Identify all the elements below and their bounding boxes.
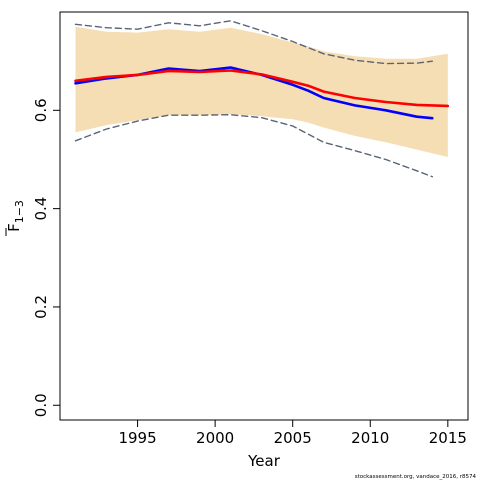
x-axis: 1995 2000 2005 2010 2015 xyxy=(118,420,467,447)
y-axis-title-subscript: 1−3 xyxy=(13,200,26,223)
series-layer xyxy=(74,20,450,178)
band-area xyxy=(75,26,448,158)
plot-frame xyxy=(59,11,469,421)
x-tick-label-2015: 2015 xyxy=(429,429,467,447)
x-axis-title: Year xyxy=(247,452,281,470)
y-tick-label-1: 0.2 xyxy=(32,295,50,319)
y-axis-title: F1−3 xyxy=(5,200,26,232)
confidence-band xyxy=(75,26,448,158)
x-tick-label-2005: 2005 xyxy=(274,429,312,447)
y-tick-label-3: 0.6 xyxy=(32,98,50,122)
svg-text:F1−3: F1−3 xyxy=(5,200,26,232)
y-tick-label-2: 0.4 xyxy=(32,197,50,221)
series-line-2 xyxy=(74,69,450,108)
footer-note: stockassessment.org, vandace_2016, r8574 xyxy=(355,474,477,480)
y-axis-title-main: F xyxy=(5,223,23,232)
y-tick-label-0: 0.0 xyxy=(32,393,50,417)
x-tick-label-2000: 2000 xyxy=(196,429,234,447)
x-tick-label-1995: 1995 xyxy=(118,429,156,447)
series-line-3 xyxy=(74,20,433,65)
y-axis: 0.0 0.2 0.4 0.6 xyxy=(32,98,60,417)
x-tick-label-2010: 2010 xyxy=(351,429,389,447)
series-line-4 xyxy=(74,113,433,178)
